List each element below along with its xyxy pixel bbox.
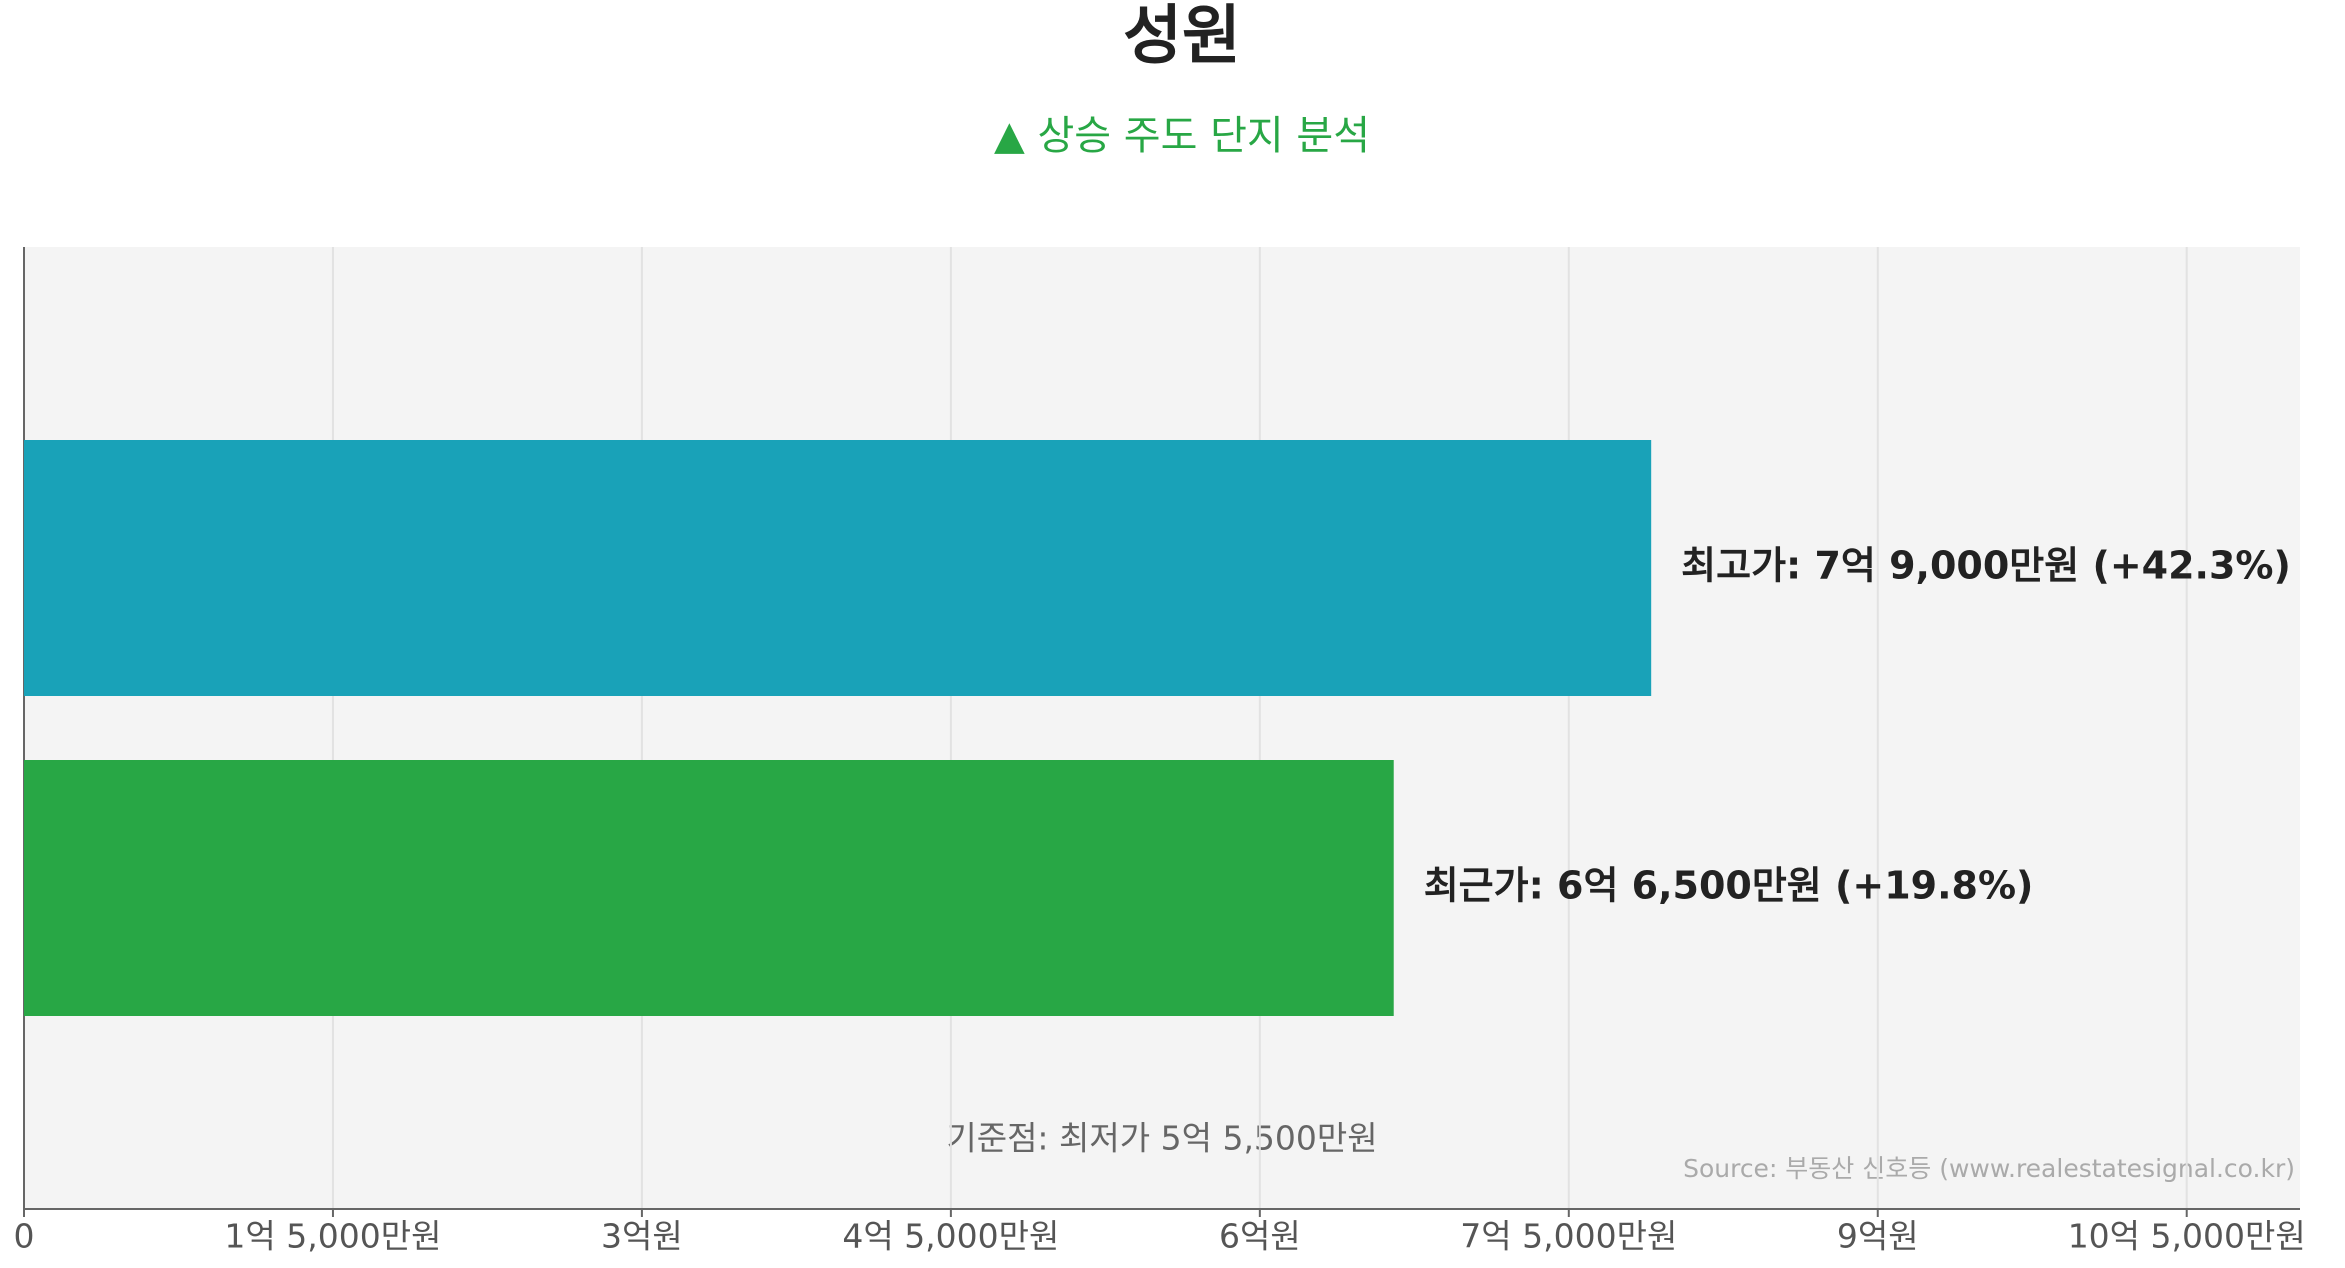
source: Source: 부동산 신호등 (www.realestatesignal.co… bbox=[1683, 1154, 2295, 1183]
chart-title: 성원 bbox=[1123, 0, 1241, 74]
x-tick-label: 0 bbox=[14, 1217, 35, 1256]
bar bbox=[24, 760, 1394, 1016]
annotation: 기준점: 최저가 5억 5,500만원 bbox=[946, 1119, 1377, 1158]
bar bbox=[24, 440, 1652, 696]
x-tick-label: 4억 5,000만원 bbox=[842, 1217, 1059, 1256]
value-label: 최고가: 7억 9,000만원 (+42.3%) bbox=[1681, 544, 2291, 588]
x-tick-label: 6억원 bbox=[1219, 1217, 1301, 1256]
x-tick-label: 9억원 bbox=[1837, 1217, 1919, 1256]
x-tick-label: 7억 5,000만원 bbox=[1460, 1217, 1677, 1256]
plot-background bbox=[24, 247, 2300, 1209]
x-tick-label: 1억 5,000만원 bbox=[224, 1217, 441, 1256]
value-label: 최근가: 6억 6,500만원 (+19.8%) bbox=[1424, 864, 2034, 908]
x-tick-label: 10억 5,000만원 bbox=[2068, 1217, 2306, 1256]
chart-subtitle: ▲ 상승 주도 단지 분석 bbox=[994, 113, 1370, 159]
x-tick-label: 3억원 bbox=[601, 1217, 683, 1256]
